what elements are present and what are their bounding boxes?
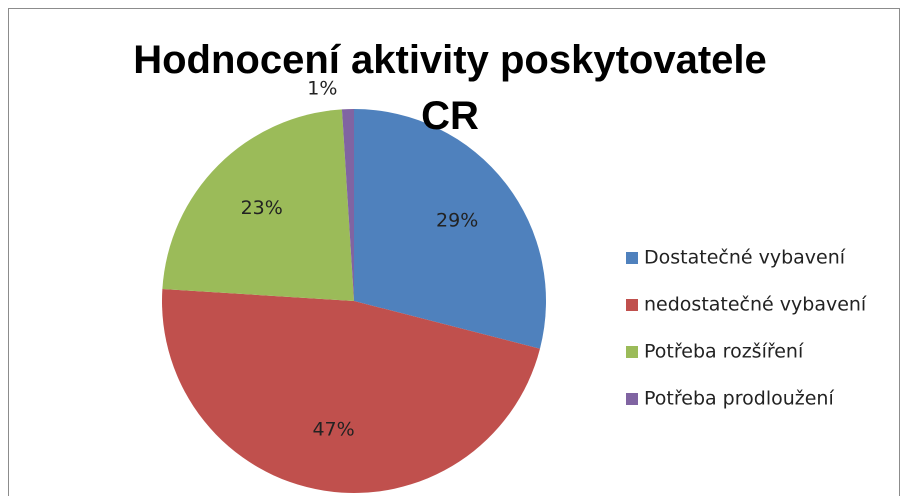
pie-slice xyxy=(354,109,546,349)
legend-label: Potřeba prodloužení xyxy=(644,388,834,410)
legend-swatch xyxy=(626,346,638,358)
data-label: 1% xyxy=(307,78,337,100)
data-label: 47% xyxy=(312,418,354,440)
chart-title: Hodnocení aktivity poskytovatele CR xyxy=(133,38,767,138)
legend-swatch xyxy=(626,393,638,405)
chart-frame xyxy=(8,8,900,496)
legend-label: Potřeba rozšíření xyxy=(644,341,804,363)
legend-label: Dostatečné vybavení xyxy=(644,247,846,269)
pie-slice xyxy=(162,109,354,301)
pie-slice xyxy=(162,288,540,493)
legend-label: nedostatečné vybavení xyxy=(644,294,867,316)
legend-swatch xyxy=(626,299,638,311)
pie-slice xyxy=(341,109,354,301)
data-label: 23% xyxy=(241,197,283,219)
legend-swatch xyxy=(626,252,638,264)
data-label: 29% xyxy=(436,209,478,231)
